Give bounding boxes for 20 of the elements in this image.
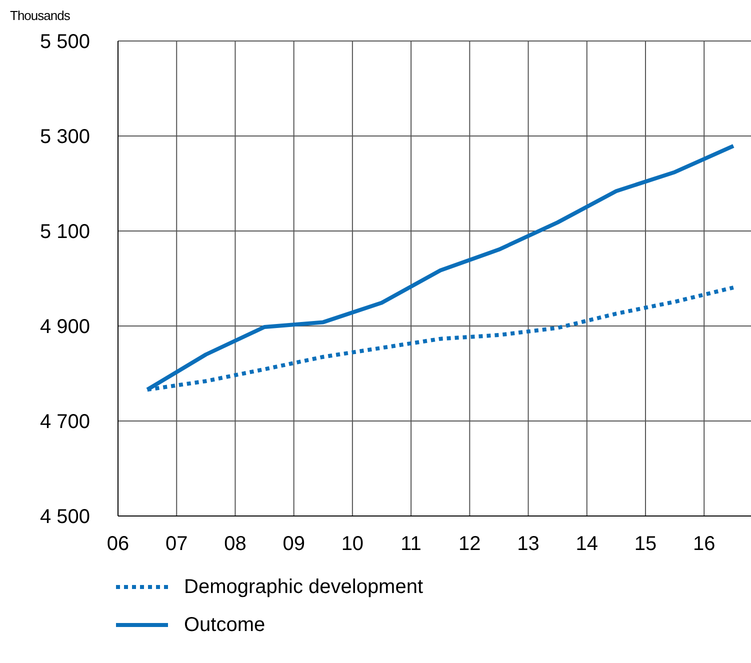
x-tick-label: 06 [106,533,130,556]
x-tick-label: 11 [400,533,422,556]
legend-label: Demographic development [184,576,424,598]
x-tick-label: 13 [517,533,540,556]
x-tick-label: 09 [282,533,305,556]
x-tick-label: 12 [458,533,481,556]
x-tick-label: 08 [224,533,246,556]
y-tick-label: 5 100 [40,221,90,244]
x-tick-label: 14 [576,533,598,556]
y-axis-title: Thousands [10,8,70,23]
x-tick-label: 15 [634,533,657,556]
y-tick-label: 4 500 [40,506,90,528]
y-tick-label: 4 900 [40,316,90,338]
y-tick-label: 5 500 [40,31,90,54]
x-tick-label: 16 [692,533,716,556]
x-tick-label: 07 [165,533,188,556]
legend-label: Outcome [184,614,266,636]
y-tick-label: 4 700 [40,411,90,434]
y-tick-label: 5 300 [40,126,90,148]
x-tick-label: 10 [341,533,364,556]
